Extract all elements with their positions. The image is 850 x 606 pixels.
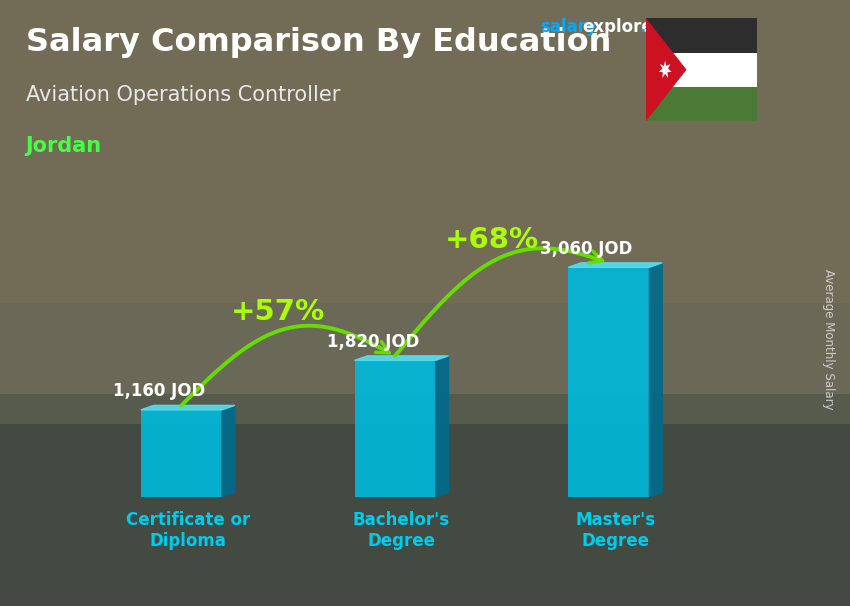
Bar [646, 87, 756, 121]
Text: Jordan: Jordan [26, 136, 102, 156]
Bar [0, 303, 850, 424]
Text: explorer: explorer [582, 18, 661, 36]
Bar [646, 53, 756, 87]
Polygon shape [141, 405, 235, 410]
Polygon shape [222, 405, 235, 497]
Polygon shape [354, 356, 449, 361]
Text: Average Monthly Salary: Average Monthly Salary [822, 269, 836, 410]
Text: Certificate or
Diploma: Certificate or Diploma [126, 511, 250, 550]
Text: 3,060 JOD: 3,060 JOD [541, 241, 633, 258]
Text: +68%: +68% [445, 226, 539, 254]
Text: +57%: +57% [231, 298, 326, 325]
Polygon shape [649, 263, 662, 497]
Bar [0, 394, 850, 606]
Text: salary: salary [540, 18, 597, 36]
Text: Bachelor's
Degree: Bachelor's Degree [353, 511, 451, 550]
Bar [0, 0, 850, 394]
Text: 1,820 JOD: 1,820 JOD [326, 333, 419, 351]
Polygon shape [659, 61, 672, 78]
Text: .com: .com [639, 18, 684, 36]
Polygon shape [436, 356, 449, 497]
Polygon shape [646, 18, 687, 121]
Bar [569, 267, 649, 497]
Bar [354, 361, 436, 497]
Text: Aviation Operations Controller: Aviation Operations Controller [26, 85, 340, 105]
Text: Master's
Degree: Master's Degree [575, 511, 655, 550]
Bar [141, 410, 222, 497]
Polygon shape [569, 263, 662, 267]
Text: Salary Comparison By Education: Salary Comparison By Education [26, 27, 611, 58]
Bar [646, 18, 756, 53]
Text: 1,160 JOD: 1,160 JOD [113, 382, 206, 400]
